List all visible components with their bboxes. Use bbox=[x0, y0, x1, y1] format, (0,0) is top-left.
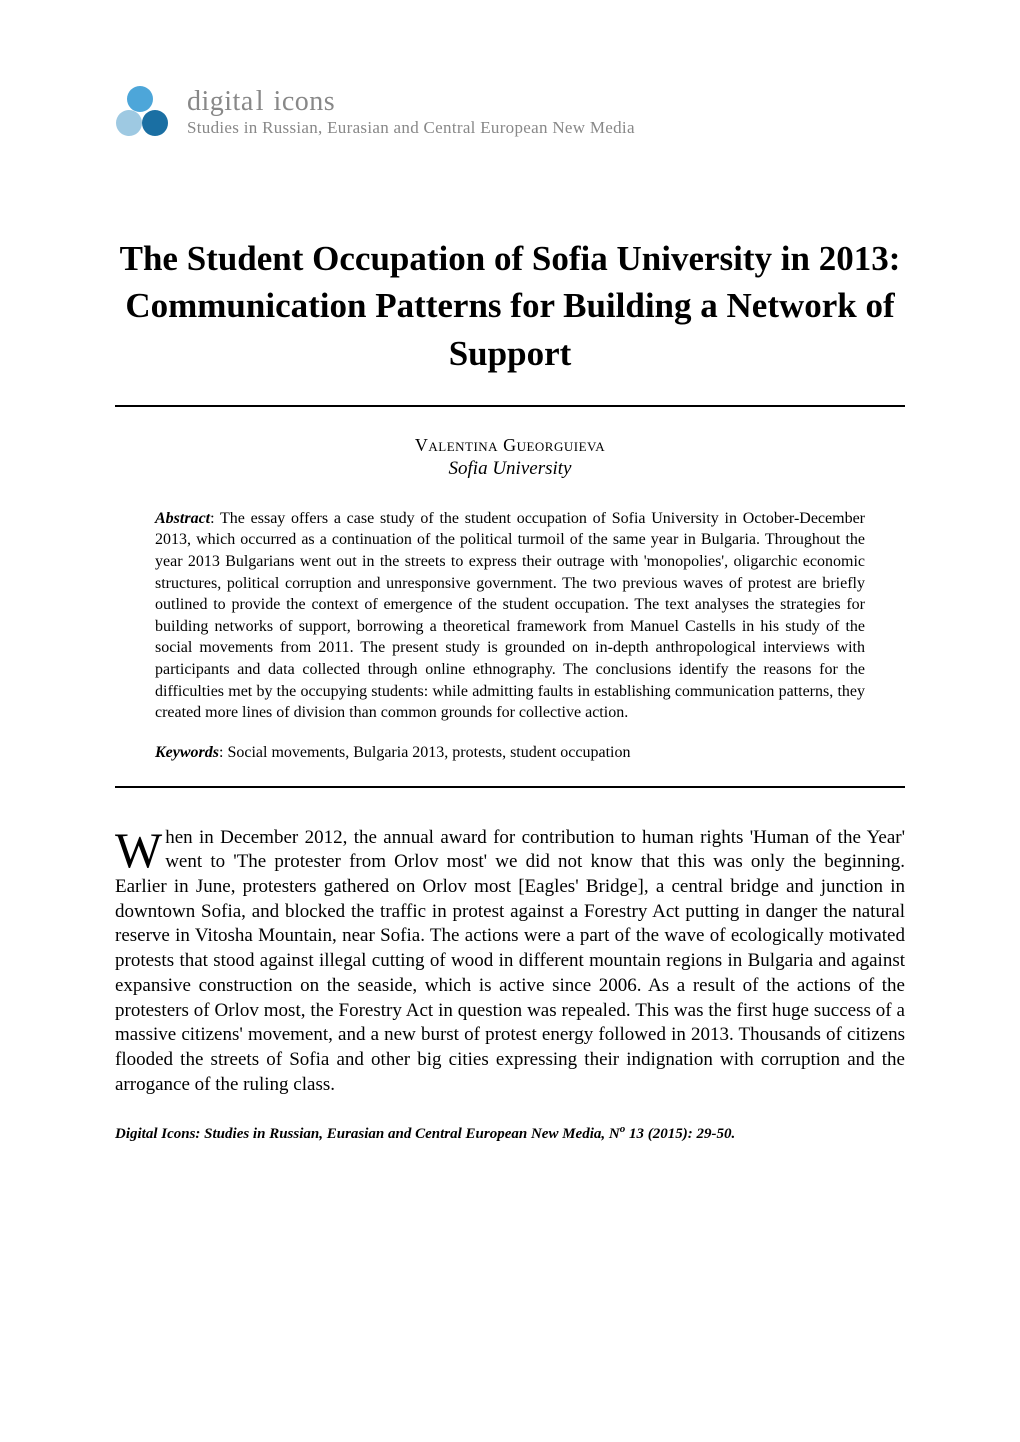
body-paragraph-1: When in December 2012, the annual award … bbox=[115, 826, 905, 1098]
journal-subtitle: Studies in Russian, Eurasian and Central… bbox=[187, 118, 635, 138]
author-name: Valentina Gueorguieva bbox=[115, 435, 905, 456]
abstract-block: Abstract: The essay offers a case study … bbox=[155, 508, 865, 724]
journal-name-part1: digita bbox=[187, 86, 254, 117]
footer-citation: Digital Icons: Studies in Russian, Euras… bbox=[115, 1123, 905, 1143]
keywords-block: Keywords: Social movements, Bulgaria 201… bbox=[155, 744, 865, 762]
abstract-text: : The essay offers a case study of the s… bbox=[155, 510, 865, 721]
divider-bottom bbox=[115, 786, 905, 788]
digital-icons-logo-icon bbox=[115, 85, 175, 140]
author-block: Valentina Gueorguieva Sofia University bbox=[115, 435, 905, 480]
author-last-name: Gueorguieva bbox=[503, 435, 605, 455]
drop-cap: W bbox=[115, 826, 165, 872]
body-text-content: hen in December 2012, the annual award f… bbox=[115, 827, 905, 1095]
author-affiliation: Sofia University bbox=[115, 458, 905, 480]
paper-title: The Student Occupation of Sofia Universi… bbox=[115, 235, 905, 377]
journal-header: digital icons Studies in Russian, Eurasi… bbox=[115, 85, 905, 140]
abstract-label: Abstract bbox=[155, 510, 210, 527]
journal-name-part2: icons bbox=[274, 86, 336, 117]
journal-logo-text: digital icons Studies in Russian, Eurasi… bbox=[187, 88, 635, 138]
divider-top bbox=[115, 405, 905, 407]
keywords-text: Social movements, Bulgaria 2013, protest… bbox=[223, 744, 630, 761]
journal-name: digital icons bbox=[187, 88, 635, 116]
citation-journal: Digital Icons: Studies in Russian, Euras… bbox=[115, 1126, 601, 1142]
author-first-name: Valentina bbox=[415, 435, 498, 455]
keywords-label: Keywords bbox=[155, 744, 219, 761]
citation-issue: , N bbox=[601, 1126, 619, 1142]
logo-divider-pipe: l bbox=[256, 86, 272, 117]
citation-pages: 13 (2015): 29-50. bbox=[625, 1126, 735, 1142]
